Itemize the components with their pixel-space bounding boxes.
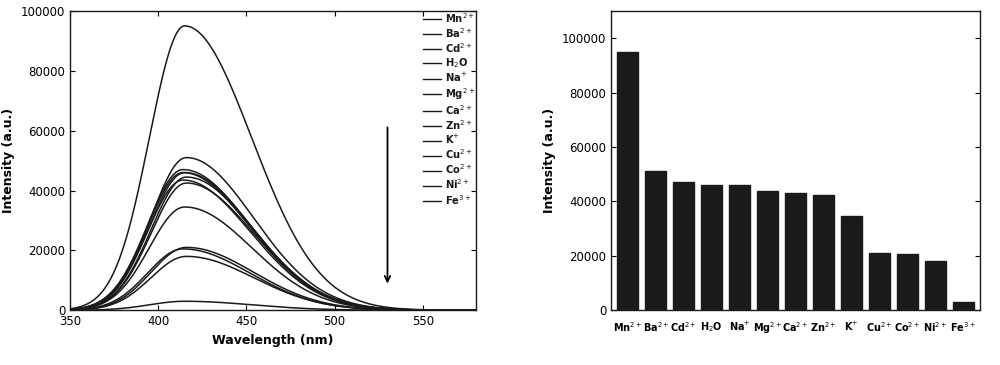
Bar [953, 302, 974, 310]
Y-axis label: Intensity (a.u.): Intensity (a.u.) [543, 108, 556, 213]
Bar [701, 185, 722, 310]
Bar [785, 193, 806, 310]
Bar [925, 261, 946, 310]
X-axis label: Wavelength (nm): Wavelength (nm) [212, 334, 334, 347]
Bar [757, 191, 778, 310]
Y-axis label: Intensity (a.u.): Intensity (a.u.) [2, 108, 15, 213]
Bar [617, 52, 638, 310]
Bar [729, 185, 750, 310]
Bar [841, 216, 862, 310]
Bar [645, 172, 666, 310]
Bar [869, 253, 890, 310]
Bar [673, 182, 694, 310]
Legend: Mn$^{2+}$, Ba$^{2+}$, Cd$^{2+}$, H$_2$O, Na$^{+}$, Mg$^{2+}$, Ca$^{2+}$, Zn$^{2+: Mn$^{2+}$, Ba$^{2+}$, Cd$^{2+}$, H$_2$O,… [423, 11, 476, 207]
Bar [897, 254, 918, 310]
Bar [813, 195, 834, 310]
